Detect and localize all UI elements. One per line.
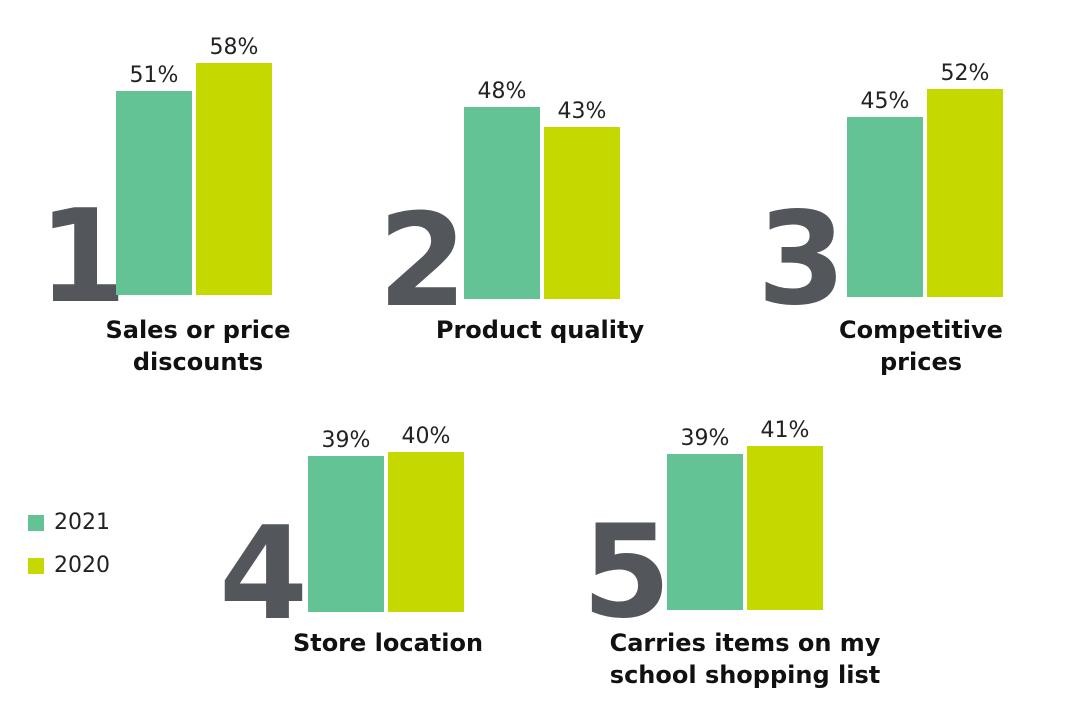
- value-label-1-2021: 51%: [130, 63, 179, 88]
- category-label-5-line-1: Carries items on my: [610, 629, 881, 657]
- bar-2-2021: [464, 107, 540, 299]
- rank-number-2: 2: [378, 187, 467, 336]
- value-label-5-2021: 39%: [681, 426, 730, 451]
- rank-number-3: 3: [757, 185, 846, 334]
- category-label-1-line-2: discounts: [133, 348, 263, 376]
- rank-number-4: 4: [219, 500, 308, 649]
- value-label-3-2021: 45%: [861, 89, 910, 114]
- legend-label-2020: 2020: [54, 553, 110, 578]
- value-label-3-2020: 52%: [941, 61, 990, 86]
- value-label-1-2020: 58%: [210, 35, 259, 60]
- rank-number-1: 1: [38, 183, 127, 332]
- legend-item-2021: 2021: [28, 510, 110, 535]
- legend-item-2020: 2020: [28, 553, 110, 578]
- bar-4-2021: [308, 456, 384, 612]
- value-label-4-2021: 39%: [322, 428, 371, 453]
- category-label-4-line-1: Store location: [293, 629, 483, 657]
- category-label-3-line-1: Competitive: [839, 316, 1003, 344]
- bar-5-2021: [667, 454, 743, 610]
- bar-3-2020: [927, 89, 1003, 297]
- value-label-2-2021: 48%: [478, 79, 527, 104]
- legend-swatch-2020: [28, 557, 44, 574]
- category-label-1-line-1: Sales or price: [105, 316, 290, 344]
- category-label-5-line-2: school shopping list: [610, 661, 880, 689]
- bar-5-2020: [747, 446, 823, 610]
- bar-1-2021: [116, 91, 192, 295]
- category-label-2-line-1: Product quality: [436, 316, 645, 344]
- category-label-3-line-2: prices: [880, 348, 962, 376]
- rank-number-5: 5: [582, 498, 671, 647]
- legend-label-2021: 2021: [54, 510, 110, 535]
- value-label-4-2020: 40%: [402, 424, 451, 449]
- bar-1-2020: [196, 63, 272, 295]
- bar-2-2020: [544, 127, 620, 299]
- bar-3-2021: [847, 117, 923, 297]
- bar-4-2020: [388, 452, 464, 612]
- value-label-2-2020: 43%: [558, 99, 607, 124]
- legend-swatch-2021: [28, 514, 44, 531]
- value-label-5-2020: 41%: [761, 418, 810, 443]
